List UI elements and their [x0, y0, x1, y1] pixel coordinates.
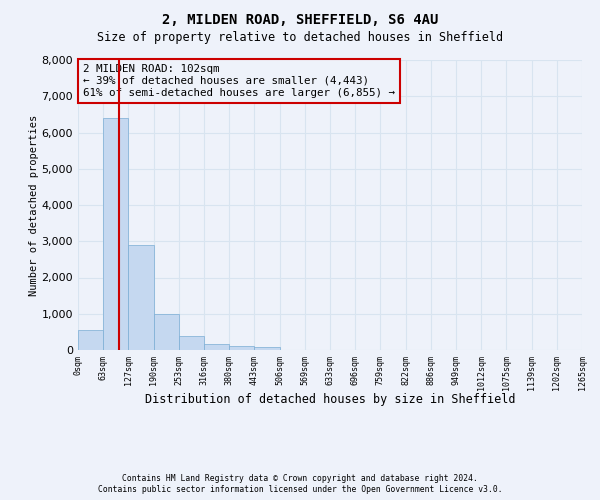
Text: Contains HM Land Registry data © Crown copyright and database right 2024.
Contai: Contains HM Land Registry data © Crown c…	[98, 474, 502, 494]
Bar	[179, 336, 204, 350]
Bar	[229, 346, 254, 350]
Bar	[154, 314, 179, 350]
Text: 2 MILDEN ROAD: 102sqm
← 39% of detached houses are smaller (4,443)
61% of semi-d: 2 MILDEN ROAD: 102sqm ← 39% of detached …	[83, 64, 395, 98]
Bar	[78, 330, 103, 350]
Bar	[204, 344, 229, 350]
Bar	[128, 245, 154, 350]
X-axis label: Distribution of detached houses by size in Sheffield: Distribution of detached houses by size …	[145, 392, 515, 406]
Text: Size of property relative to detached houses in Sheffield: Size of property relative to detached ho…	[97, 31, 503, 44]
Bar	[103, 118, 128, 350]
Y-axis label: Number of detached properties: Number of detached properties	[29, 114, 39, 296]
Bar	[254, 347, 280, 350]
Text: 2, MILDEN ROAD, SHEFFIELD, S6 4AU: 2, MILDEN ROAD, SHEFFIELD, S6 4AU	[162, 12, 438, 26]
